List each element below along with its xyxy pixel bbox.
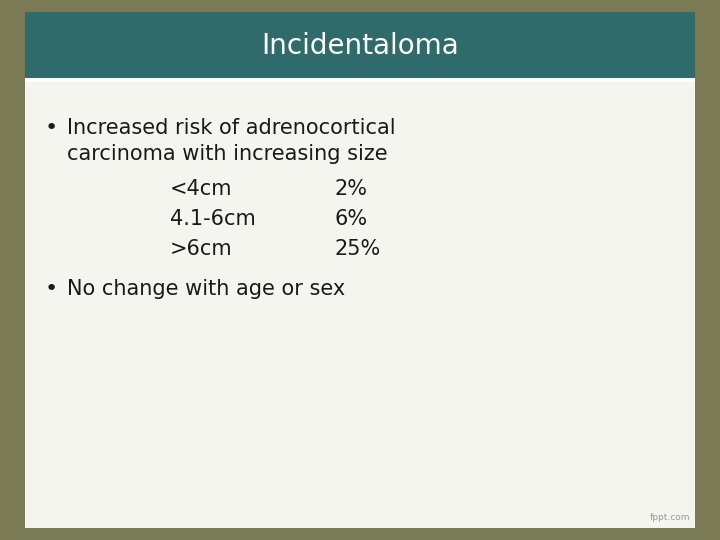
Bar <box>25 78 695 82</box>
Text: 2%: 2% <box>335 179 368 199</box>
Text: •: • <box>45 279 58 299</box>
Text: 4.1-6cm: 4.1-6cm <box>170 209 256 229</box>
Text: No change with age or sex: No change with age or sex <box>67 279 346 299</box>
Text: Increased risk of adrenocortical: Increased risk of adrenocortical <box>67 118 395 138</box>
Text: fppt.com: fppt.com <box>649 514 690 523</box>
Text: Incidentaloma: Incidentaloma <box>261 32 459 60</box>
Text: •: • <box>45 118 58 138</box>
Text: 25%: 25% <box>335 239 382 259</box>
Text: >6cm: >6cm <box>170 239 233 259</box>
Text: carcinoma with increasing size: carcinoma with increasing size <box>67 144 387 164</box>
Bar <box>25 12 695 80</box>
Text: 6%: 6% <box>335 209 368 229</box>
Text: <4cm: <4cm <box>170 179 233 199</box>
